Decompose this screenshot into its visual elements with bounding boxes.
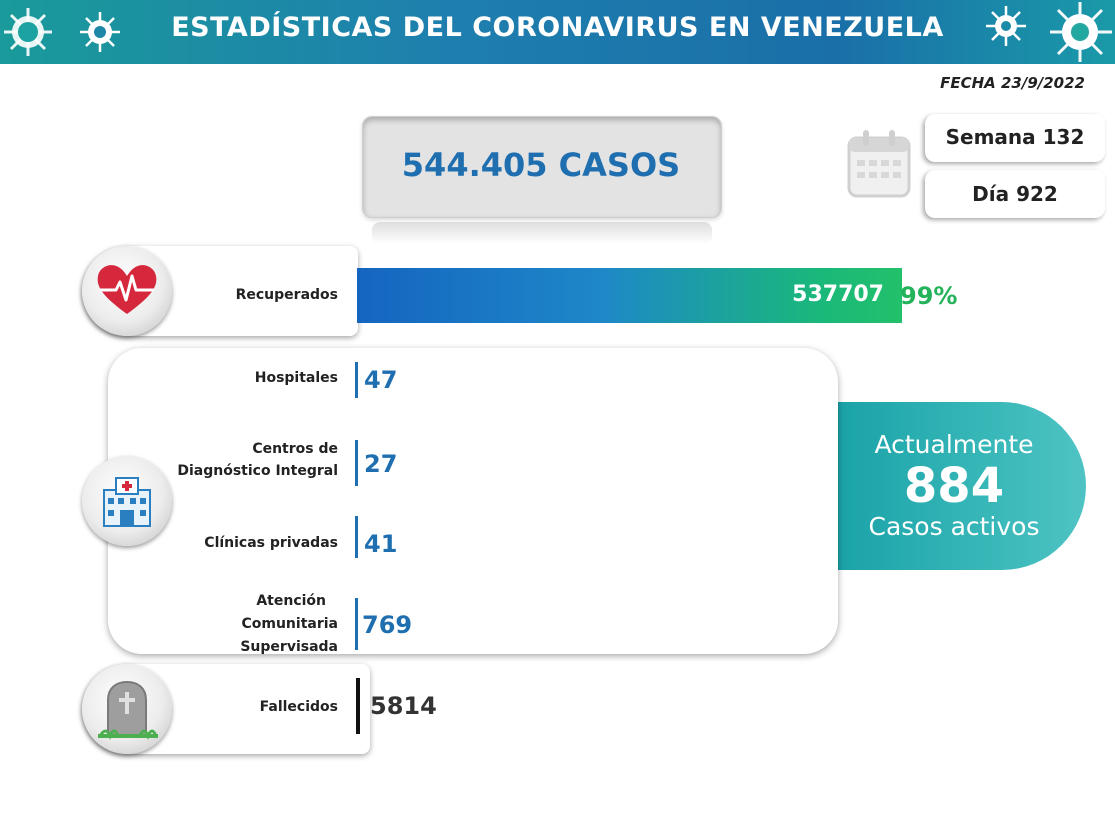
cdi-label-line1: Centros de (252, 441, 338, 457)
divider-line (355, 440, 358, 486)
active-cases-subcaption: Casos activos (868, 512, 1040, 541)
acs-label-line2: Comunitaria (241, 616, 338, 632)
recovered-percent: 99% (900, 282, 958, 310)
recovered-value: 537707 (792, 282, 884, 307)
virus-icon (986, 6, 1026, 46)
header-banner (0, 0, 1115, 64)
tombstone-icon (82, 664, 172, 754)
virus-icon (1050, 2, 1112, 62)
active-cases-count: 884 (903, 458, 1005, 514)
private-clinics-label: Clínicas privadas (204, 535, 338, 551)
total-cases-box (362, 116, 722, 218)
box-reflection (372, 222, 712, 244)
total-cases-value: 544.405 CASOS (401, 146, 681, 184)
day-label: Día 922 (972, 182, 1058, 206)
heart-pulse-icon (82, 246, 172, 336)
active-cases-caption: Actualmente (874, 430, 1034, 459)
deceased-label: Fallecidos (259, 699, 338, 715)
virus-icon (4, 8, 52, 56)
acs-label-line3: Supervisada (240, 639, 338, 655)
hospitals-value: 47 (364, 366, 398, 394)
acs-label-line1: Atención (256, 593, 326, 609)
deceased-value: 5814 (370, 692, 437, 720)
active-cases-pill (838, 402, 1086, 570)
hospitals-label: Hospitales (254, 370, 338, 386)
private-clinics-value: 41 (364, 530, 398, 558)
cdi-label-line2: Diagnóstico Integral (177, 463, 338, 479)
virus-icon (80, 12, 120, 52)
divider-line (355, 362, 358, 398)
cdi-value: 27 (364, 450, 398, 478)
acs-value: 769 (362, 611, 413, 639)
deceased-bar (356, 678, 360, 734)
week-badge: Semana 132 (925, 114, 1105, 162)
recovered-label: Recuperados (235, 287, 338, 303)
calendar-icon (847, 130, 911, 198)
week-label: Semana 132 (945, 125, 1085, 149)
report-date: FECHA 23/9/2022 (940, 74, 1085, 92)
page-title: ESTADÍSTICAS DEL CORONAVIRUS EN VENEZUEL… (171, 12, 944, 43)
divider-line (355, 598, 358, 650)
hospital-icon (82, 456, 172, 546)
recovered-bar (357, 268, 902, 323)
facilities-card (108, 348, 838, 654)
divider-line (355, 516, 358, 558)
day-badge: Día 922 (925, 170, 1105, 218)
